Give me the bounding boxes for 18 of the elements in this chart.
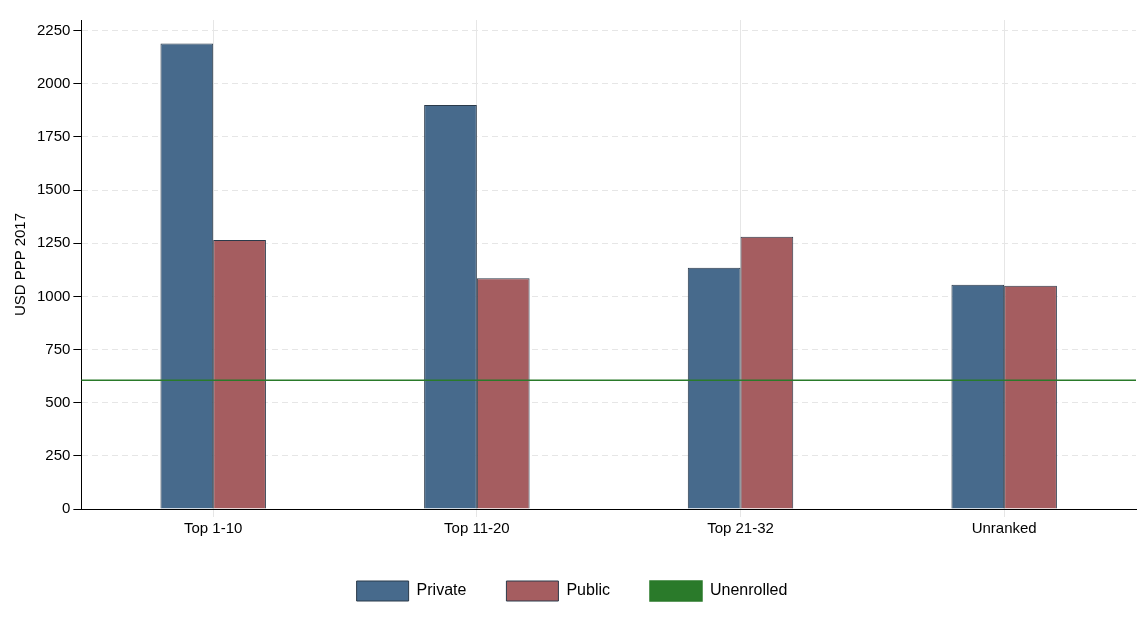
y-tick-label: 2250 — [36, 20, 71, 38]
x-tick-label: Top 1-10 — [184, 519, 243, 537]
y-tick-label: 1000 — [36, 286, 71, 304]
y-tick-label: 1500 — [36, 180, 71, 198]
legend-label: Unenrolled — [710, 581, 788, 599]
y-tick-label: 750 — [45, 339, 71, 357]
legend-label: Private — [416, 581, 467, 599]
y-tick-label: 0 — [62, 499, 71, 517]
y-tick-label: 2000 — [36, 73, 71, 91]
x-tick-label: Unranked — [971, 519, 1037, 537]
y-axis-title: USD PPP 2017 — [11, 212, 29, 317]
legend-label: Public — [566, 581, 610, 599]
x-tick-label: Top 21-32 — [707, 519, 774, 537]
y-tick-label: 250 — [45, 445, 71, 463]
y-tick-label: 500 — [45, 392, 71, 410]
y-tick-label: 1250 — [36, 233, 71, 251]
y-tick-label: 1750 — [36, 127, 71, 145]
x-tick-label: Top 11-20 — [444, 519, 510, 537]
